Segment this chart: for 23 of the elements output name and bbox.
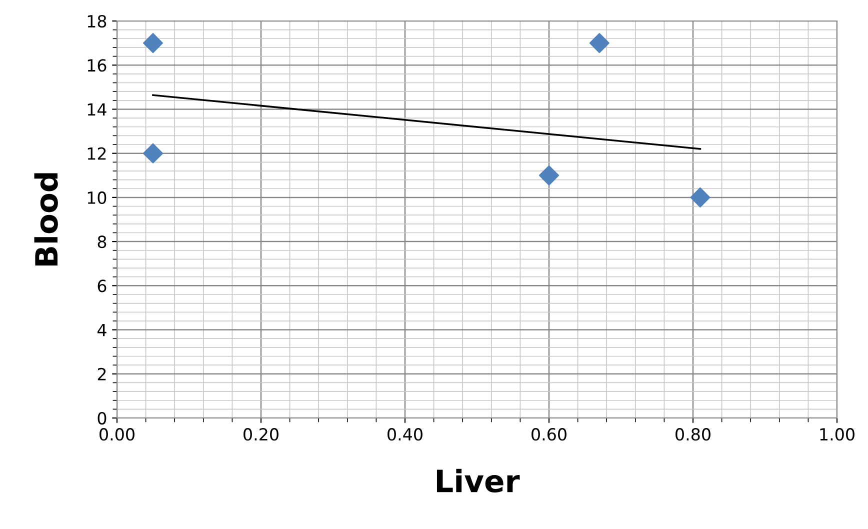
y-tick-label: 16 [88,59,106,72]
y-tick-label: 18 [88,14,106,28]
x-axis-title: Liver [436,468,520,493]
x-tick-label: 0.80 [676,428,710,441]
y-tick-label: 4 [97,324,106,336]
y-tick-label: 12 [88,147,106,160]
x-tick-label: 1.00 [820,428,854,441]
y-tick-label: 10 [88,191,106,204]
y-axis-title: Blood [34,173,58,266]
point [690,187,710,208]
x-tick-label: 0.20 [244,428,278,441]
y-tick-label: 6 [98,280,106,292]
point [142,33,164,54]
x-tick-label: 0.40 [388,428,422,441]
point [142,143,164,164]
y-tick-label: 0 [98,412,106,425]
y-tick-label: 14 [88,103,106,116]
point [589,33,610,54]
x-tick-label: 0.60 [532,428,566,441]
point [538,165,560,186]
x-tick-label: 0.00 [100,428,134,441]
y-tick-label: 8 [98,236,106,248]
y-tick-label: 2 [98,368,106,380]
